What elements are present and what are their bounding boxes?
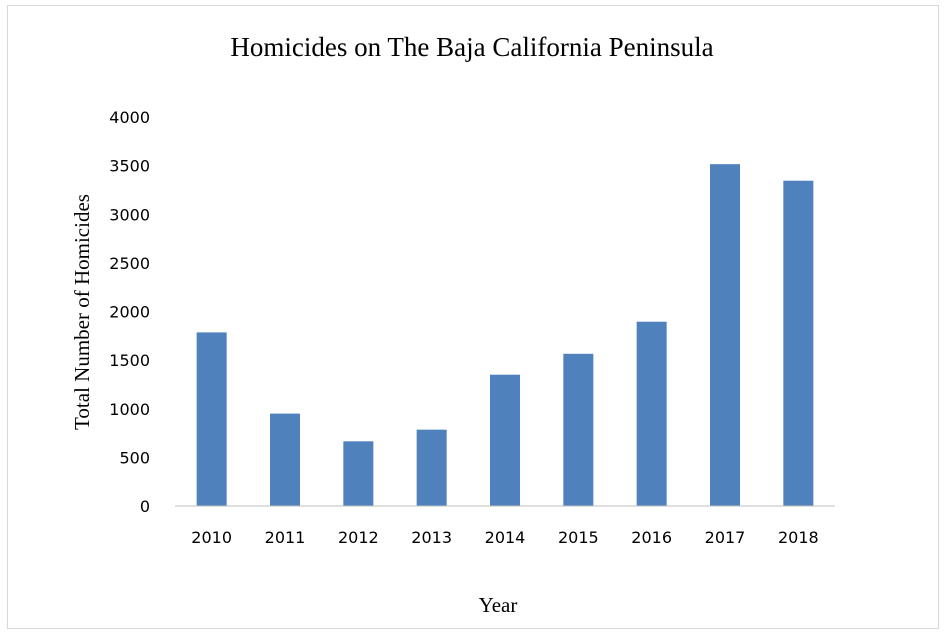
y-tick-label: 4000 <box>109 108 150 127</box>
bar-2010 <box>196 332 227 506</box>
x-tick-label: 2013 <box>411 528 452 547</box>
bar-2014 <box>490 374 520 506</box>
y-tick-label: 2500 <box>109 254 150 273</box>
bar-2018 <box>783 180 814 507</box>
bar-2017 <box>710 164 740 506</box>
y-axis-title: Total Number of Homicides <box>70 194 94 430</box>
bar-2013 <box>416 429 447 506</box>
x-tick-label: 2017 <box>705 528 746 547</box>
bar-2016 <box>636 321 667 506</box>
x-axis-title: Year <box>479 593 518 617</box>
y-tick-label: 2000 <box>109 303 150 322</box>
x-tick-label: 2012 <box>338 528 379 547</box>
y-tick-label: 3500 <box>109 157 150 176</box>
y-tick-label: 3000 <box>109 205 150 224</box>
x-tick-label: 2011 <box>265 528 306 547</box>
bars <box>196 164 814 507</box>
bar-2012 <box>343 441 374 506</box>
x-tick-label: 2018 <box>778 528 819 547</box>
y-tick-label: 500 <box>119 448 150 467</box>
y-tick-label: 1000 <box>109 400 150 419</box>
x-tick-label: 2010 <box>191 528 232 547</box>
bar-2015 <box>563 353 594 506</box>
y-tick-label: 0 <box>140 497 150 516</box>
bar-2011 <box>270 413 300 506</box>
chart-title: Homicides on The Baja California Peninsu… <box>230 32 713 62</box>
x-tick-label: 2016 <box>631 528 672 547</box>
x-axis-ticks: 2010 2011 2012 2013 2014 2015 2016 2017 2018 <box>191 528 818 547</box>
y-tick-label: 1500 <box>109 351 150 370</box>
x-tick-label: 2015 <box>558 528 599 547</box>
y-axis-ticks: 0 500 1000 1500 2000 2500 3000 3500 4000 <box>109 108 150 516</box>
x-tick-label: 2014 <box>485 528 526 547</box>
